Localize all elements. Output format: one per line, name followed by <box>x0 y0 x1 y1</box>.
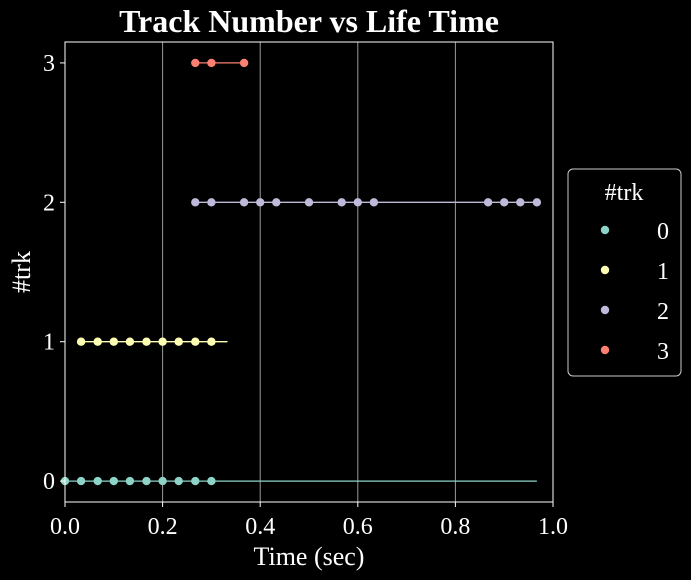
data-point <box>76 476 86 486</box>
data-point <box>174 337 183 346</box>
data-point <box>207 476 216 486</box>
y-tick-label: 0 <box>43 469 55 495</box>
data-point <box>304 198 314 207</box>
legend-label: 0 <box>657 219 669 245</box>
data-point <box>142 337 151 346</box>
x-axis: 0.0 0.2 0.4 0.6 0.8 1.0 <box>50 502 568 540</box>
data-point <box>483 198 493 207</box>
legend-marker <box>600 345 610 355</box>
legend-box <box>567 168 682 377</box>
legend-item-0: 0 <box>600 219 669 245</box>
series-2 <box>191 198 542 207</box>
data-point <box>207 337 216 346</box>
y-axis: 0 1 2 3 <box>43 51 65 495</box>
data-point <box>272 198 281 207</box>
legend-item-3: 3 <box>600 339 669 365</box>
y-tick-label: 2 <box>43 190 55 216</box>
series-1 <box>76 337 228 346</box>
data-point <box>158 476 167 486</box>
data-point <box>532 198 542 207</box>
data-point <box>191 198 200 207</box>
x-axis-label: Time (sec) <box>254 542 365 571</box>
plot-series <box>60 58 542 486</box>
y-tick-label: 3 <box>43 51 55 77</box>
data-point <box>109 337 119 346</box>
y-axis-label: #trk <box>7 251 36 293</box>
series-3 <box>191 58 249 68</box>
data-point <box>142 476 151 486</box>
grid-lines <box>162 42 456 502</box>
legend-marker <box>600 265 610 275</box>
data-point <box>239 198 249 207</box>
x-tick-label: 0.2 <box>148 514 178 540</box>
legend-label: 2 <box>657 299 669 325</box>
data-point <box>516 198 525 207</box>
data-point <box>125 476 135 486</box>
chart-title: Track Number vs Life Time <box>119 3 499 39</box>
x-tick-label: 0.8 <box>440 514 470 540</box>
data-point <box>191 476 200 486</box>
data-point <box>353 198 362 207</box>
legend-item-1: 1 <box>600 259 669 285</box>
data-point <box>174 476 183 486</box>
data-point <box>337 198 346 207</box>
data-point <box>76 337 86 346</box>
x-tick-label: 0.6 <box>343 514 373 540</box>
plot-frame <box>64 41 554 503</box>
legend-marker <box>600 305 610 315</box>
legend-items: 0 1 2 3 <box>600 219 669 365</box>
data-point <box>158 337 167 346</box>
data-point <box>93 476 102 486</box>
data-point <box>207 58 216 68</box>
data-point <box>191 337 200 346</box>
legend-title: #trk <box>605 180 644 206</box>
data-point <box>239 58 249 68</box>
legend-label: 3 <box>657 339 669 365</box>
x-tick-label: 1.0 <box>538 514 568 540</box>
y-tick-label: 1 <box>43 330 55 356</box>
data-point <box>369 198 379 207</box>
legend-item-2: 2 <box>600 299 669 325</box>
data-point <box>125 337 135 346</box>
x-tick-label: 0.4 <box>245 514 275 540</box>
data-point <box>207 198 216 207</box>
data-point <box>93 337 102 346</box>
legend: #trk 0 1 2 3 <box>567 168 682 377</box>
legend-marker <box>600 225 610 235</box>
series-0 <box>60 476 537 486</box>
data-point <box>256 198 265 207</box>
data-point <box>109 476 119 486</box>
data-point <box>191 58 200 68</box>
legend-label: 1 <box>657 259 669 285</box>
data-point <box>500 198 509 207</box>
x-tick-label: 0.0 <box>50 514 80 540</box>
